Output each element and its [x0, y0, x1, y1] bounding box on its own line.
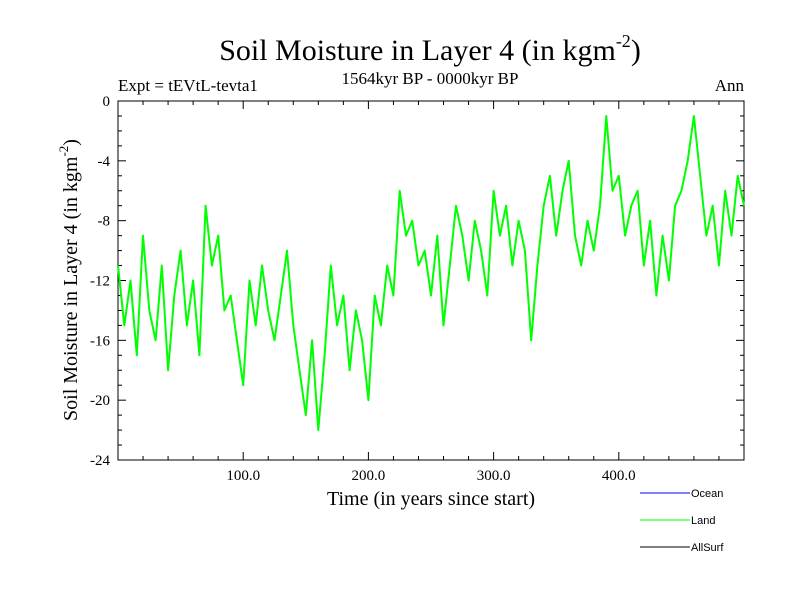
y-tick-labels: 0 -4 -8 -12 -16 -20 -24: [90, 94, 110, 469]
y-tick-label: 0: [103, 94, 111, 110]
series-group: [117, 115, 745, 432]
y-tick-label: -16: [90, 333, 110, 349]
legend-label-land: Land: [691, 515, 715, 527]
y-tick-label: -4: [98, 154, 111, 170]
x-tick-labels: 100.0 200.0 300.0 400.0: [226, 468, 635, 484]
y-tick-label: -12: [90, 274, 110, 290]
x-tick-label: 400.0: [602, 468, 636, 484]
axis-ticks: [118, 100, 744, 461]
x-tick-label: 200.0: [352, 468, 386, 484]
season-label: Ann: [715, 76, 745, 95]
chart-subtitle: 1564kyr BP - 0000kyr BP: [342, 69, 519, 88]
x-axis-label: Time (in years since start): [327, 488, 535, 510]
x-tick-label: 100.0: [226, 468, 260, 484]
x-tick-label: 300.0: [477, 468, 511, 484]
experiment-label: Expt = tEVtL-tevta1: [118, 76, 258, 95]
legend-label-allsurf: AllSurf: [691, 542, 724, 554]
chart-title: Soil Moisture in Layer 4 (in kgm-2): [219, 31, 641, 67]
y-axis-label: Soil Moisture in Layer 4 (in kgm-2): [56, 139, 82, 421]
legend-label-ocean: Ocean: [691, 488, 723, 500]
legend: Ocean Land AllSurf: [640, 488, 724, 554]
plot-frame: [117, 100, 745, 461]
y-tick-label: -24: [90, 453, 110, 469]
y-tick-label: -8: [98, 214, 111, 230]
series-line-land: [117, 115, 745, 432]
y-tick-label: -20: [90, 393, 110, 409]
